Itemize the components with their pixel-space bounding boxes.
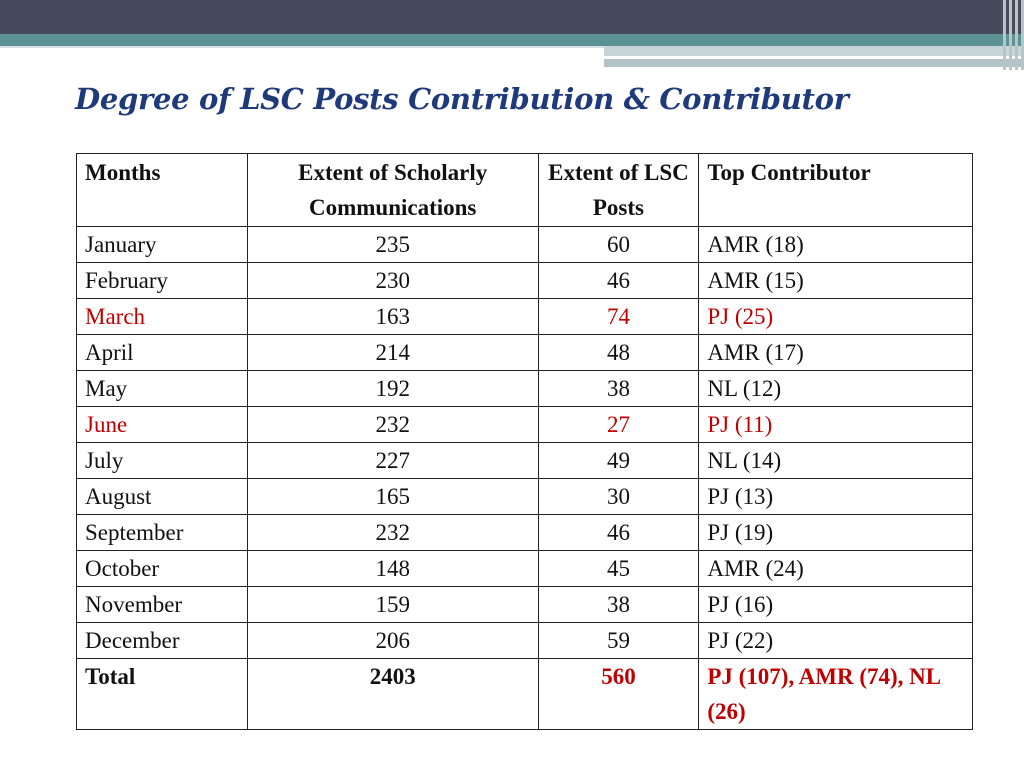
posts-cell: 48	[537, 334, 700, 371]
header-band-teal	[0, 34, 1024, 46]
contributor-cell: PJ (22)	[698, 622, 973, 659]
month-cell: September	[76, 514, 248, 551]
total-posts: 560	[537, 658, 700, 730]
header-top-contributor: Top Contributor	[698, 153, 973, 227]
table-header-row: Months Extent of Scholarly Communication…	[76, 153, 973, 227]
table-row: December 206 59 PJ (22)	[76, 622, 973, 659]
posts-cell: 59	[537, 622, 700, 659]
contributor-cell: AMR (15)	[698, 262, 973, 299]
total-contributor: PJ (107), AMR (74), NL (26)	[698, 658, 973, 730]
scholarly-cell: 227	[246, 442, 539, 479]
posts-cell: 60	[537, 226, 700, 263]
header-scholarly-communications: Extent of Scholarly Communications	[246, 153, 539, 227]
contributor-cell: PJ (16)	[698, 586, 973, 623]
table-row: November 159 38 PJ (16)	[76, 586, 973, 623]
header-stripes	[994, 0, 1024, 70]
month-cell: November	[76, 586, 248, 623]
posts-cell: 38	[537, 586, 700, 623]
month-cell: February	[76, 262, 248, 299]
contributor-cell: PJ (25)	[698, 298, 973, 335]
contributor-cell: NL (12)	[698, 370, 973, 407]
posts-cell: 27	[537, 406, 700, 443]
month-cell: July	[76, 442, 248, 479]
header-band-light-2	[604, 59, 1024, 67]
posts-cell: 38	[537, 370, 700, 407]
contributor-cell: AMR (18)	[698, 226, 973, 263]
scholarly-cell: 230	[246, 262, 539, 299]
header-band-thin	[0, 46, 604, 48]
page-title: Degree of LSC Posts Contribution & Contr…	[75, 82, 849, 116]
posts-cell: 46	[537, 514, 700, 551]
contributor-cell: PJ (11)	[698, 406, 973, 443]
scholarly-cell: 235	[246, 226, 539, 263]
month-cell: January	[76, 226, 248, 263]
table-row: September 232 46 PJ (19)	[76, 514, 973, 551]
month-cell: December	[76, 622, 248, 659]
total-row: Total 2403 560 PJ (107), AMR (74), NL (2…	[76, 658, 973, 730]
contributor-cell: NL (14)	[698, 442, 973, 479]
table-row: January 235 60 AMR (18)	[76, 226, 973, 263]
contributor-cell: PJ (13)	[698, 478, 973, 515]
header-band-dark	[0, 0, 1024, 34]
table-body: January 235 60 AMR (18) February 230 46 AMR (15…	[76, 226, 973, 659]
contributor-cell: AMR (24)	[698, 550, 973, 587]
posts-cell: 30	[537, 478, 700, 515]
scholarly-cell: 163	[246, 298, 539, 335]
table-row: April 214 48 AMR (17)	[76, 334, 973, 371]
month-cell: August	[76, 478, 248, 515]
month-cell: June	[76, 406, 248, 443]
scholarly-cell: 148	[246, 550, 539, 587]
scholarly-cell: 159	[246, 586, 539, 623]
total-label: Total	[76, 658, 248, 730]
header-lsc-posts: Extent of LSC Posts	[537, 153, 700, 227]
table-row: May 192 38 NL (12)	[76, 370, 973, 407]
scholarly-cell: 214	[246, 334, 539, 371]
posts-cell: 74	[537, 298, 700, 335]
scholarly-cell: 232	[246, 514, 539, 551]
month-cell: March	[76, 298, 248, 335]
header-months: Months	[76, 153, 248, 227]
posts-cell: 49	[537, 442, 700, 479]
contributor-cell: AMR (17)	[698, 334, 973, 371]
scholarly-cell: 206	[246, 622, 539, 659]
table-row: October 148 45 AMR (24)	[76, 550, 973, 587]
contributor-cell: PJ (19)	[698, 514, 973, 551]
table-row: July 227 49 NL (14)	[76, 442, 973, 479]
posts-cell: 45	[537, 550, 700, 587]
scholarly-cell: 232	[246, 406, 539, 443]
scholarly-cell: 165	[246, 478, 539, 515]
table-row: March 163 74 PJ (25)	[76, 298, 973, 335]
month-cell: April	[76, 334, 248, 371]
posts-cell: 46	[537, 262, 700, 299]
scholarly-cell: 192	[246, 370, 539, 407]
table-row: June 232 27 PJ (11)	[76, 406, 973, 443]
total-scholarly: 2403	[246, 658, 539, 730]
contribution-table: Months Extent of Scholarly Communication…	[76, 153, 973, 730]
table-row: February 230 46 AMR (15)	[76, 262, 973, 299]
header-band-light	[604, 46, 1024, 56]
table-row: August 165 30 PJ (13)	[76, 478, 973, 515]
month-cell: May	[76, 370, 248, 407]
month-cell: October	[76, 550, 248, 587]
